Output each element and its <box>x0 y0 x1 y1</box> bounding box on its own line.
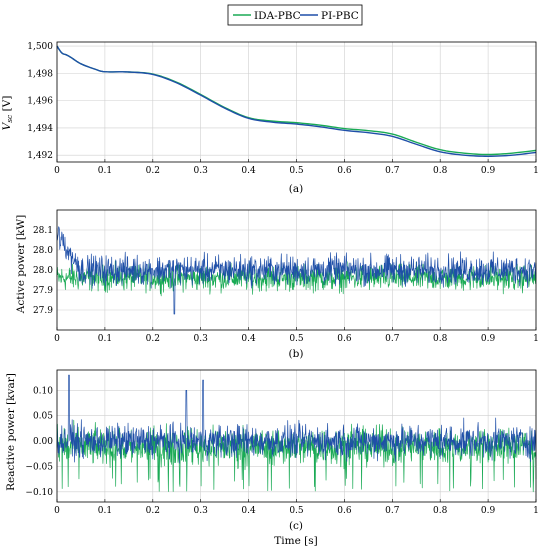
plot-frame <box>56 41 537 163</box>
plot-frame <box>56 369 537 503</box>
legend: IDA-PBC PI-PBC <box>227 4 363 26</box>
xtick-label: 0.9 <box>481 166 496 176</box>
xtick-label: 0.4 <box>241 334 256 344</box>
xtick-label: 0 <box>54 166 60 176</box>
caption-b: (b) <box>289 348 304 360</box>
ytick-label: 27.9 <box>33 286 53 296</box>
xtick-label: 0.3 <box>194 166 209 176</box>
ytick-label: 28.0 <box>33 246 53 256</box>
xtick-label: 0.4 <box>241 506 256 516</box>
xtick-label: 0.3 <box>194 506 209 516</box>
xtick-label: 0.7 <box>385 506 400 516</box>
ylabel-active: Active power [kW] <box>15 215 27 314</box>
xtick-label: 0.1 <box>98 334 112 344</box>
xtick-label: 0.4 <box>241 166 256 176</box>
panel-reactive-power: 0 0.1 0.2 0.3 0.4 0.5 0.6 0.7 0.8 0.9 1 −0.10 −0.05 0… <box>25 369 539 516</box>
xtick-label: 0.8 <box>433 334 448 344</box>
ytick-label: 1,494 <box>27 124 53 134</box>
xtick-label: 0.9 <box>481 334 496 344</box>
xtick-label: 0.6 <box>337 334 352 344</box>
ytick-label: 0.05 <box>33 412 53 422</box>
xtick-label: 0.7 <box>385 166 400 176</box>
xtick-label: 0.8 <box>433 506 448 516</box>
legend-label-pi: PI-PBC <box>321 10 359 22</box>
series-line-pi-pbc <box>56 374 537 464</box>
xtick-label: 1 <box>533 166 539 176</box>
ytick-label: 0.10 <box>33 386 53 396</box>
ylabel-reactive: Reactive power [kvar] <box>5 373 17 491</box>
xtick-label: 0.6 <box>337 506 352 516</box>
ytick-label: 1,492 <box>27 151 53 161</box>
xtick-label: 0.9 <box>481 506 496 516</box>
xtick-label: 0.5 <box>289 334 304 344</box>
ytick-label: 1,500 <box>27 42 53 52</box>
xtick-label: 0.2 <box>146 506 160 516</box>
xtick-label: 0.1 <box>98 506 112 516</box>
plot-frame <box>56 209 537 331</box>
series-line-pi-pbc <box>56 226 537 315</box>
caption-c: (c) <box>289 520 303 532</box>
ytick-label: 27.9 <box>33 306 53 316</box>
xtick-label: 1 <box>533 334 539 344</box>
xtick-label: 0 <box>54 334 60 344</box>
xtick-label: 0.8 <box>433 166 448 176</box>
xtick-label: 0.7 <box>385 334 400 344</box>
xlabel-time: Time [s] <box>274 535 317 547</box>
xtick-label: 0.3 <box>194 334 209 344</box>
xtick-label: 0.1 <box>98 166 112 176</box>
xtick-label: 0.6 <box>337 166 352 176</box>
legend-box <box>227 4 363 26</box>
ytick-label: 1,498 <box>27 69 53 79</box>
ytick-label: 1,496 <box>27 97 53 107</box>
panel-vsc: 0 0.1 0.2 0.3 0.4 0.5 0.6 0.7 0.8 0.9 1 1,492 1,494 1… <box>27 41 539 176</box>
xtick-label: 0.5 <box>289 506 304 516</box>
series-line-pi-pbc <box>56 45 537 157</box>
legend-label-ida: IDA-PBC <box>254 10 301 22</box>
xtick-label: 0.2 <box>146 166 160 176</box>
ylabel-vsc: Vsc [V] <box>1 96 14 131</box>
caption-a: (a) <box>289 183 303 195</box>
ytick-label: 28.0 <box>33 266 53 276</box>
ytick-label: 0.00 <box>33 437 53 447</box>
ytick-label: −0.05 <box>25 462 53 472</box>
xtick-label: 0 <box>54 506 60 516</box>
ytick-label: −0.10 <box>25 488 53 498</box>
xtick-label: 0.5 <box>289 166 304 176</box>
ytick-label: 28.1 <box>33 226 53 236</box>
xtick-label: 1 <box>533 506 539 516</box>
panel-active-power: 0 0.1 0.2 0.3 0.4 0.5 0.6 0.7 0.8 0.9 1 27.9 28.0 28.… <box>33 209 539 344</box>
xtick-label: 0.2 <box>146 334 160 344</box>
